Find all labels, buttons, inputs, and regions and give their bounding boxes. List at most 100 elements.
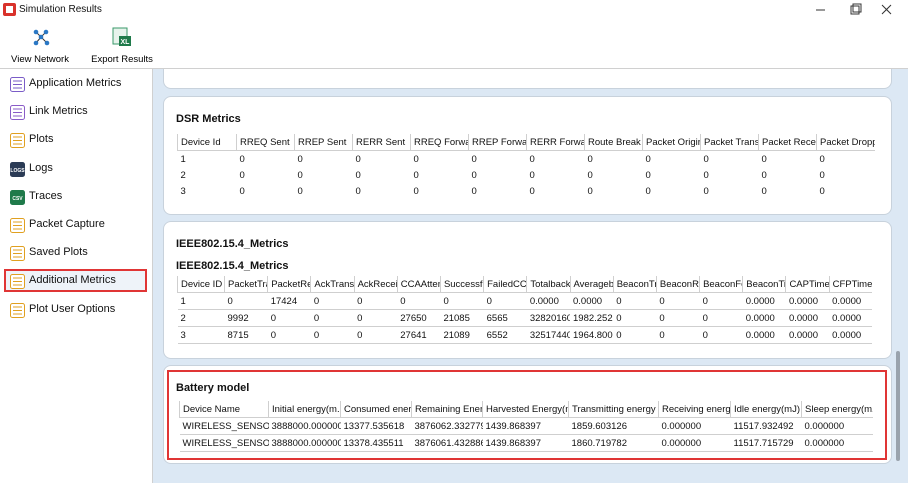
metrics-table: Device IDPacketTraPacketRecAckTransrAckR… xyxy=(177,276,873,344)
table-cell: 13377.535618 xyxy=(343,420,405,432)
data-row: 3 8715 0 0 0 27641 21089 6552 32517440.01964.800… xyxy=(177,327,873,344)
dsr-panel: DSR Metrics Device Id RREQ Sent RREP Sent R… xyxy=(163,96,892,215)
header-row: Device IDPacketTraPacketRecAckTransrAckR… xyxy=(177,276,873,293)
table-cell: 0 xyxy=(486,295,492,307)
sidebar-item[interactable]: Saved Plots xyxy=(29,246,88,259)
table-cell: 17424 xyxy=(270,295,298,307)
column-header: Consumed ener xyxy=(340,401,412,418)
table-cell: 0.0000 xyxy=(788,295,818,307)
table-cell: 0.0000 xyxy=(788,329,818,341)
table-cell: 0 xyxy=(413,153,419,165)
table-cell: 0 xyxy=(313,312,320,324)
data-row: 2 9992 0 0 0 27650 21085 6565 32820160.01982.252… xyxy=(177,310,873,327)
sidebar-item[interactable]: Application Metrics xyxy=(29,77,122,89)
table-cell: 0 xyxy=(270,329,276,341)
table-cell: 2 xyxy=(180,312,186,324)
table-cell: WIRELESS_SENSOR_3 xyxy=(182,437,269,449)
table-cell: 0.0000 xyxy=(745,329,775,341)
scrollbar-thumb[interactable] xyxy=(896,351,900,461)
table-cell: 0 xyxy=(761,153,767,165)
toolbar: View Network XL Export Results xyxy=(0,20,908,69)
table-cell: 0 xyxy=(761,169,767,181)
table-cell: 0 xyxy=(471,185,477,197)
column-header: Route Break xyxy=(584,134,643,151)
column-header: RERR Forwar xyxy=(526,134,585,151)
table-cell: 0 xyxy=(357,312,363,324)
table-cell: 0 xyxy=(297,185,303,197)
table-cell: WIRELESS_SENSOR_2 xyxy=(182,420,269,432)
table-cell: 0 xyxy=(413,185,419,197)
table-cell: 0 xyxy=(819,185,825,197)
column-header: Device Name xyxy=(179,401,269,418)
panel-title: Battery model xyxy=(176,382,250,394)
column-header: Idle energy(mJ) xyxy=(730,401,802,418)
sidebar-item[interactable]: Packet Capture xyxy=(29,218,105,230)
data-row: 3 0 0 0 0 0 0 0 0 0 0 0 xyxy=(178,183,875,199)
table-cell: 0 xyxy=(400,295,406,307)
column-header: BeaconTra xyxy=(612,276,657,293)
icon-body xyxy=(10,189,25,205)
table-cell: 3 xyxy=(180,329,186,341)
table-cell: 9992 xyxy=(227,312,249,324)
sidebar-item[interactable]: Plots xyxy=(29,133,54,146)
table-cell: 0 xyxy=(616,295,622,307)
table-cell: 0 xyxy=(529,185,535,197)
table-cell: 0 xyxy=(529,153,535,165)
view-network-button[interactable]: View Network xyxy=(4,24,76,66)
sidebar-item[interactable]: Additional Metrics xyxy=(29,274,116,287)
sidebar-item[interactable]: Plot User Options xyxy=(29,302,116,315)
column-header: Initial energy(m. xyxy=(268,401,341,418)
sidebar: Application Metrics Link Metrics Plots LOGS… xyxy=(0,69,153,483)
table-cell: 0 xyxy=(587,153,593,165)
sidebar-item[interactable]: Logs xyxy=(29,161,53,174)
panel-title: DSR Metrics xyxy=(176,113,241,125)
table-cell: 0 xyxy=(645,185,651,197)
table-cell: 1 xyxy=(180,295,186,307)
table-cell: 0.000000 xyxy=(804,420,845,432)
column-header: FailedCCA xyxy=(483,276,527,293)
window-controls[interactable] xyxy=(810,3,905,17)
table-cell: 0 xyxy=(761,185,767,197)
table-cell: 2 xyxy=(180,169,186,181)
column-header: Successfu xyxy=(439,276,484,293)
ieee-panel: IEEE802.15.4_Metrics IEEE802.15.4_Metric… xyxy=(163,221,892,359)
metrics-table: Device Name Initial energy(m. Consumed ene… xyxy=(179,401,873,452)
table-cell: 0 xyxy=(227,295,233,307)
column-header: CCAAtten xyxy=(396,276,441,293)
column-header: Packet Dropp xyxy=(816,134,875,151)
table-cell: 1439.868397 xyxy=(485,420,541,432)
table-cell: 0 xyxy=(529,169,535,181)
sidebar-item[interactable]: Link Metrics xyxy=(29,105,88,118)
table-cell: 0 xyxy=(702,329,708,341)
column-header: Sleep energy(m. xyxy=(801,401,873,418)
table-cell: 3888000.000000 xyxy=(271,420,341,432)
table-cell: 0 xyxy=(703,185,709,197)
table-cell: 0 xyxy=(357,329,363,341)
table-cell: 0 xyxy=(645,153,651,165)
window-title: Simulation Results xyxy=(19,4,102,15)
table-cell: 0.0000 xyxy=(832,329,862,341)
item-icon xyxy=(10,77,25,92)
table-cell: 0 xyxy=(659,329,665,341)
metrics-table: Device Id RREQ Sent RREP Sent RERR Sent RREQ… xyxy=(177,134,875,199)
column-header: RREQ Sent xyxy=(236,134,295,151)
column-header: Packet Transr xyxy=(700,134,759,151)
table-cell: 0.0000 xyxy=(529,295,559,307)
table-cell: 0 xyxy=(297,169,303,181)
table-cell: 0 xyxy=(355,169,361,181)
sidebar-item[interactable]: Traces xyxy=(29,189,63,202)
table-cell: 1964.8000 xyxy=(573,329,613,341)
table-cell: 0 xyxy=(702,312,708,324)
column-header: RREQ Forwar xyxy=(410,134,469,151)
data-row: WIRELESS_SENSOR_23888000.00000013377.535… xyxy=(179,418,873,435)
table-cell: 0 xyxy=(819,169,825,181)
table-cell: 3876062.332779 xyxy=(414,420,483,432)
export-results-button[interactable]: XL Export Results xyxy=(88,24,156,66)
table-cell: 27650 xyxy=(400,312,427,324)
table-cell: 1439.868397 xyxy=(485,437,541,449)
table-cell: 1982.2528 xyxy=(573,312,613,324)
table-cell: 0 xyxy=(270,312,276,324)
column-header: Packet Receiv xyxy=(758,134,817,151)
table-cell: 32517440.0 xyxy=(529,329,570,341)
